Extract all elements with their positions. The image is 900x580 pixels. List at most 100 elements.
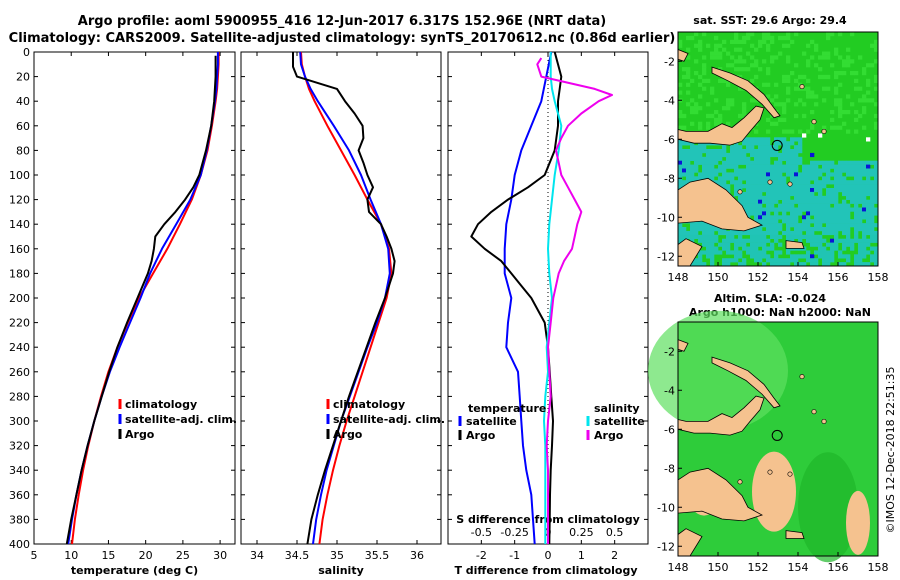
sst-map-cell [762, 211, 767, 216]
sst-map-cell [750, 211, 755, 216]
sst-map-cell [762, 238, 767, 243]
sst-map-cell [850, 219, 855, 224]
sst-map-cell [834, 184, 839, 189]
sst-map-cell [834, 168, 839, 173]
salinity-legend-label: satellite-adj. clim. [333, 413, 445, 426]
sst-map-cell [826, 258, 831, 263]
sst-map-cell [682, 113, 687, 119]
sst-map-cell [826, 160, 831, 165]
sst-map-cell [702, 67, 707, 72]
sst-map-cell [786, 152, 791, 158]
temperature-xtick-label: 25 [176, 549, 190, 562]
sst-map-cell [754, 160, 759, 165]
sst-map-cell [806, 215, 811, 220]
sst-map-cell [786, 149, 791, 154]
sst-map-cell [830, 110, 835, 115]
sst-map-cell [798, 211, 803, 216]
sst-map-cell [866, 172, 871, 177]
sst-map-cell [810, 207, 815, 212]
sst-map-cell [754, 191, 759, 197]
sst-map-cell [846, 207, 851, 212]
sst-map-cell [794, 176, 799, 181]
sst-map-cell [786, 219, 791, 224]
sst-map-cell [770, 39, 775, 44]
sst-map-cell [866, 160, 871, 165]
sst-map-cell [738, 238, 743, 243]
sst-map-cell [834, 102, 839, 107]
sst-map-cell [718, 230, 723, 236]
sst-map-cell [826, 242, 831, 247]
sla-map-island [767, 469, 773, 475]
sla-map-landmass [677, 467, 763, 522]
sst-map-cell [850, 32, 855, 37]
sst-map-cell [706, 230, 711, 236]
sst-map-cell [810, 94, 815, 99]
sst-map-cell [786, 129, 791, 134]
sst-map-cell [862, 106, 867, 111]
sst-map-cell [750, 78, 755, 83]
sst-map-cell [822, 184, 827, 189]
sst-map-cell [718, 227, 723, 232]
sst-map-cell [786, 250, 791, 255]
sst-map-cell [806, 203, 811, 208]
sst-map-cell [702, 230, 707, 236]
sst-map-cell [754, 246, 759, 251]
sst-map-cell [726, 262, 731, 267]
sst-map-cell [714, 227, 719, 232]
sst-map-cell [746, 195, 751, 200]
sst-map-cell [866, 250, 871, 255]
sst-map-cell [774, 191, 779, 197]
sst-map-cell [806, 180, 811, 185]
sst-map-cell [826, 215, 831, 220]
sst-map-cell [862, 211, 867, 216]
sst-map-cell [842, 168, 847, 173]
sst-map-cell [754, 184, 759, 189]
sst-map-cell [786, 230, 791, 236]
sst-map-cell [826, 195, 831, 200]
sst-map-cell [802, 203, 807, 208]
sla-map-ytick-label: -10 [657, 501, 675, 514]
sst-map-cell [806, 219, 811, 224]
figure-title-line1: Argo profile: aoml 5900955_416 12-Jun-20… [78, 14, 606, 29]
sst-map-cell [842, 254, 847, 259]
sst-map-cell [834, 234, 839, 239]
sst-map-cell [754, 195, 759, 200]
sst-map-cell [710, 258, 715, 263]
sst-map-cell [750, 55, 755, 60]
sst-map-cell [794, 262, 799, 267]
sst-map-cell [786, 262, 791, 267]
sst-map-cell [678, 172, 683, 177]
sst-map-cell [702, 145, 707, 150]
sst-map-cell [770, 98, 775, 103]
sst-map-cell [798, 176, 803, 181]
sst-map-cell [766, 137, 771, 142]
difference-legend-temperature-label: satellite [466, 415, 517, 428]
sst-map-cell [734, 184, 739, 189]
sst-map-cell [734, 152, 739, 158]
sst-map-cell [814, 242, 819, 247]
sst-map-cell [854, 234, 859, 239]
sst-map-cell [770, 258, 775, 263]
sst-map-cell [862, 207, 867, 212]
sst-map-cell [790, 223, 795, 228]
sst-map-cell [738, 59, 743, 64]
sst-map-cell [786, 35, 791, 41]
sst-map-cell [806, 207, 811, 212]
temperature-ytick-label: 40 [16, 95, 30, 108]
sst-map-xtick-label: 152 [748, 271, 769, 284]
sst-map-cell [734, 59, 739, 64]
sst-map-cell [874, 199, 879, 204]
sla-map-xtick-label: 156 [828, 561, 849, 574]
sst-map-cell [854, 188, 859, 193]
sst-map-cell [706, 246, 711, 251]
sst-map-cell [842, 215, 847, 220]
sst-map-cell [694, 234, 699, 239]
sst-map-cell [850, 195, 855, 200]
sst-map-cell [682, 164, 687, 169]
sst-map-cell [714, 149, 719, 154]
sst-map-cell [754, 250, 759, 255]
sst-map-cell [790, 215, 795, 220]
sst-map-cell [858, 207, 863, 212]
temperature-ytick-label: 220 [9, 317, 30, 330]
sst-map-cell [854, 211, 859, 216]
